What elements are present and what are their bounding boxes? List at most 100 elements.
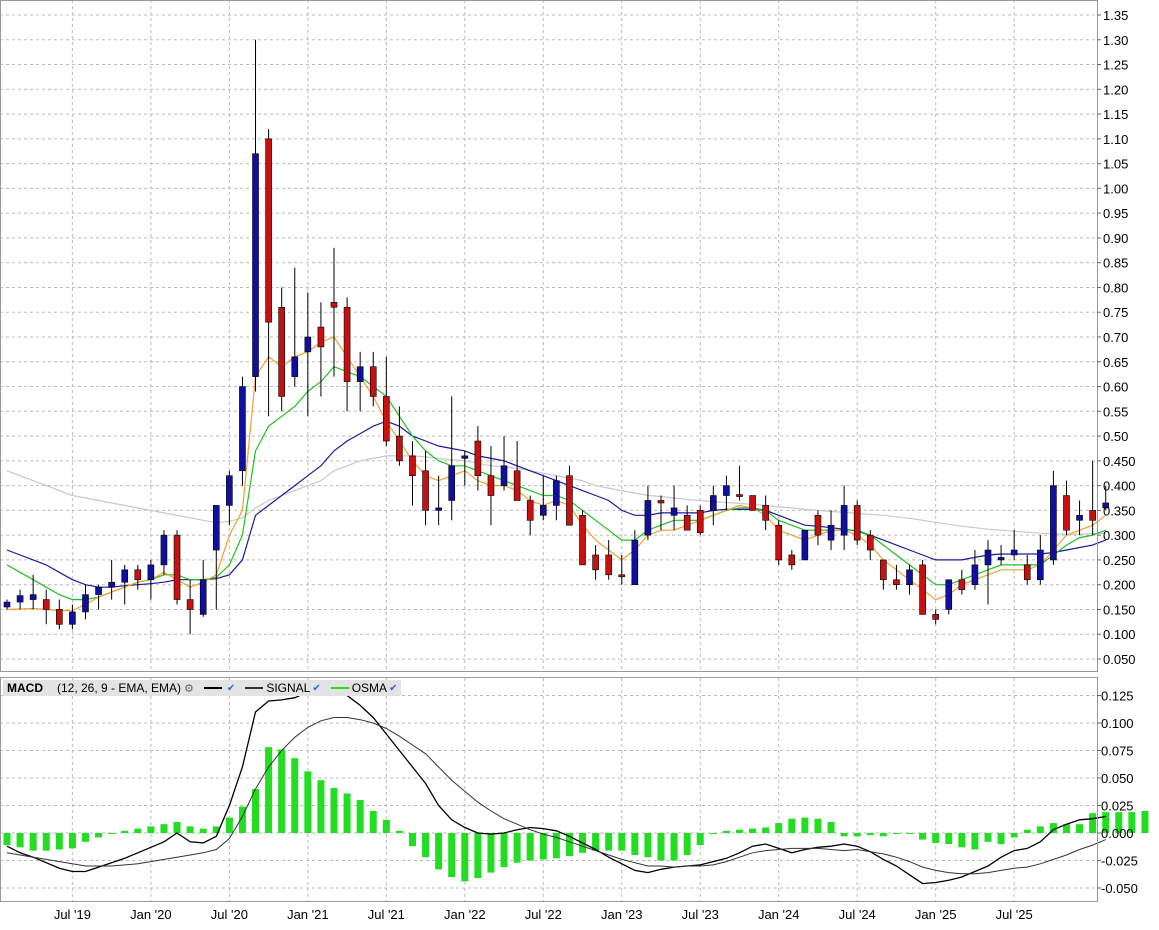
- candle-body: [1010, 549, 1018, 556]
- osma-bar: [1010, 833, 1018, 838]
- osma-bar: [709, 833, 717, 835]
- price-y-tick-label: 0.70: [1103, 330, 1128, 345]
- osma-bar: [265, 747, 273, 833]
- candle-body: [670, 507, 678, 516]
- osma-bar: [683, 833, 691, 855]
- macd-y-tick-label: -0.025: [1101, 854, 1138, 869]
- check-icon[interactable]: ✔: [226, 682, 236, 694]
- osma-bar: [644, 833, 652, 858]
- osma-bar: [631, 833, 639, 855]
- candle-body: [3, 601, 11, 608]
- osma-bar: [657, 833, 665, 861]
- price-y-tick-label: 0.400: [1103, 479, 1136, 494]
- osma-bar: [55, 833, 63, 850]
- price-y-tick-label: 0.100: [1103, 627, 1136, 642]
- x-tick-label: Jul '25: [996, 907, 1033, 922]
- macd-y-tick-label: 0.125: [1101, 689, 1134, 704]
- candle-body: [1050, 485, 1057, 561]
- candle-body: [696, 510, 704, 533]
- price-y-tick-label: 0.150: [1103, 602, 1136, 617]
- osma-bar: [199, 828, 207, 833]
- candle-body: [971, 564, 979, 585]
- price-candles: [3, 39, 1110, 635]
- price-y-tick-label: 0.450: [1103, 454, 1136, 469]
- panel-frames: [0, 0, 1098, 902]
- price-y-tick-label: 0.50: [1103, 429, 1128, 444]
- osma-bar: [487, 833, 495, 873]
- candle-body: [422, 470, 429, 511]
- time-x-axis: Jul '19 Jan '20 Jul '20 Jan '21 Jul '21 Jan '…: [54, 907, 1033, 922]
- osma-bar: [827, 822, 835, 833]
- candle-body: [553, 480, 560, 506]
- osma-bar: [252, 789, 260, 833]
- osma-bar: [291, 758, 299, 833]
- candle-body: [409, 455, 416, 477]
- osma-bar: [304, 771, 312, 833]
- osma-bar: [186, 826, 194, 833]
- price-y-tick-label: 1.35: [1103, 8, 1128, 23]
- osma-label: OSMA: [351, 681, 388, 695]
- osma-bar: [500, 833, 508, 868]
- osma-bar: [892, 833, 900, 835]
- x-tick-label: Jul '21: [368, 907, 405, 922]
- osma-bar: [788, 818, 796, 833]
- check-icon[interactable]: ✔: [389, 682, 398, 694]
- candle-body: [1076, 515, 1083, 521]
- price-y-tick-label: 0.80: [1103, 280, 1128, 295]
- candle-body: [500, 465, 508, 486]
- x-tick-label: Jul '22: [525, 907, 562, 922]
- osma-bar: [81, 833, 89, 842]
- candle-body: [566, 475, 573, 526]
- candle-body: [317, 326, 325, 348]
- osma-bar: [552, 833, 560, 859]
- candle-body: [579, 515, 586, 566]
- candle-body: [1037, 549, 1044, 581]
- macd-y-tick-label: 0.075: [1101, 744, 1134, 759]
- osma-bar: [317, 780, 325, 833]
- osma-bar: [814, 818, 822, 833]
- osma-bar: [919, 833, 927, 840]
- x-tick-label: Jul '20: [211, 907, 248, 922]
- osma-bar: [592, 833, 600, 851]
- osma-bar: [997, 833, 1005, 844]
- candle-body: [526, 500, 534, 521]
- candle-body: [69, 611, 76, 625]
- candle-body: [592, 554, 599, 571]
- candle-body: [762, 505, 769, 521]
- candle-body: [291, 356, 299, 377]
- macd-y-tick-label: 0.100: [1101, 716, 1134, 731]
- candle-body: [840, 505, 848, 536]
- x-tick-label: Jul '19: [54, 907, 91, 922]
- osma-bar: [513, 833, 521, 863]
- x-tick-label: Jan '21: [287, 907, 329, 922]
- osma-bar: [278, 749, 286, 833]
- price-y-tick-label: 0.75: [1103, 305, 1128, 320]
- osma-bar: [160, 824, 168, 833]
- candle-body: [945, 579, 953, 610]
- grid: [0, 0, 1097, 902]
- candle-body: [605, 554, 612, 576]
- check-icon[interactable]: ✔: [312, 682, 321, 694]
- macd-y-tick-label: 0.025: [1101, 799, 1134, 814]
- candle-body: [1102, 502, 1110, 509]
- candle-body: [278, 306, 285, 397]
- osma-bar: [238, 806, 246, 833]
- gear-icon[interactable]: ⚙: [184, 682, 194, 695]
- osma-bar: [971, 833, 979, 850]
- osma-bar: [461, 833, 469, 882]
- macd-y-tick-label: 0.050: [1101, 771, 1134, 786]
- candle-body: [16, 595, 24, 603]
- price-y-tick-label: 0.350: [1103, 503, 1136, 518]
- macd-legend-name: MACD: [7, 681, 43, 695]
- osma-bar: [435, 833, 443, 870]
- candle-body: [539, 505, 547, 516]
- candle-body: [657, 500, 665, 504]
- osma-bar: [1036, 826, 1044, 833]
- candle-body: [827, 524, 835, 541]
- candle-body: [186, 599, 194, 610]
- osma-bar: [1115, 812, 1123, 833]
- candle-body: [631, 539, 639, 585]
- price-y-tick-label: 0.60: [1103, 380, 1128, 395]
- osma-bar: [42, 833, 50, 851]
